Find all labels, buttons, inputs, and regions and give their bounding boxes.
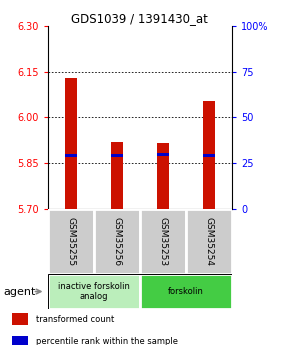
Bar	[203, 100, 215, 209]
Text: GSM35253: GSM35253	[158, 217, 167, 266]
Text: forskolin: forskolin	[168, 287, 204, 296]
Bar	[12, 313, 28, 325]
Text: agent: agent	[3, 287, 35, 296]
Bar	[186, 209, 232, 274]
Bar	[48, 209, 94, 274]
Bar	[65, 78, 77, 209]
Bar	[203, 154, 215, 157]
Text: percentile rank within the sample: percentile rank within the sample	[36, 337, 177, 345]
Bar	[48, 274, 140, 309]
Bar	[157, 143, 169, 209]
Text: transformed count: transformed count	[36, 315, 114, 324]
Title: GDS1039 / 1391430_at: GDS1039 / 1391430_at	[72, 12, 208, 25]
Text: GSM35256: GSM35256	[113, 217, 122, 266]
Bar	[12, 336, 28, 345]
Text: GSM35255: GSM35255	[66, 217, 75, 266]
Bar	[140, 274, 232, 309]
Bar	[140, 209, 186, 274]
Bar	[111, 154, 123, 157]
Bar	[157, 153, 169, 156]
Text: GSM35254: GSM35254	[204, 217, 213, 266]
Text: inactive forskolin
analog: inactive forskolin analog	[58, 282, 130, 301]
Bar	[65, 154, 77, 157]
Bar	[111, 142, 123, 209]
Bar	[94, 209, 140, 274]
